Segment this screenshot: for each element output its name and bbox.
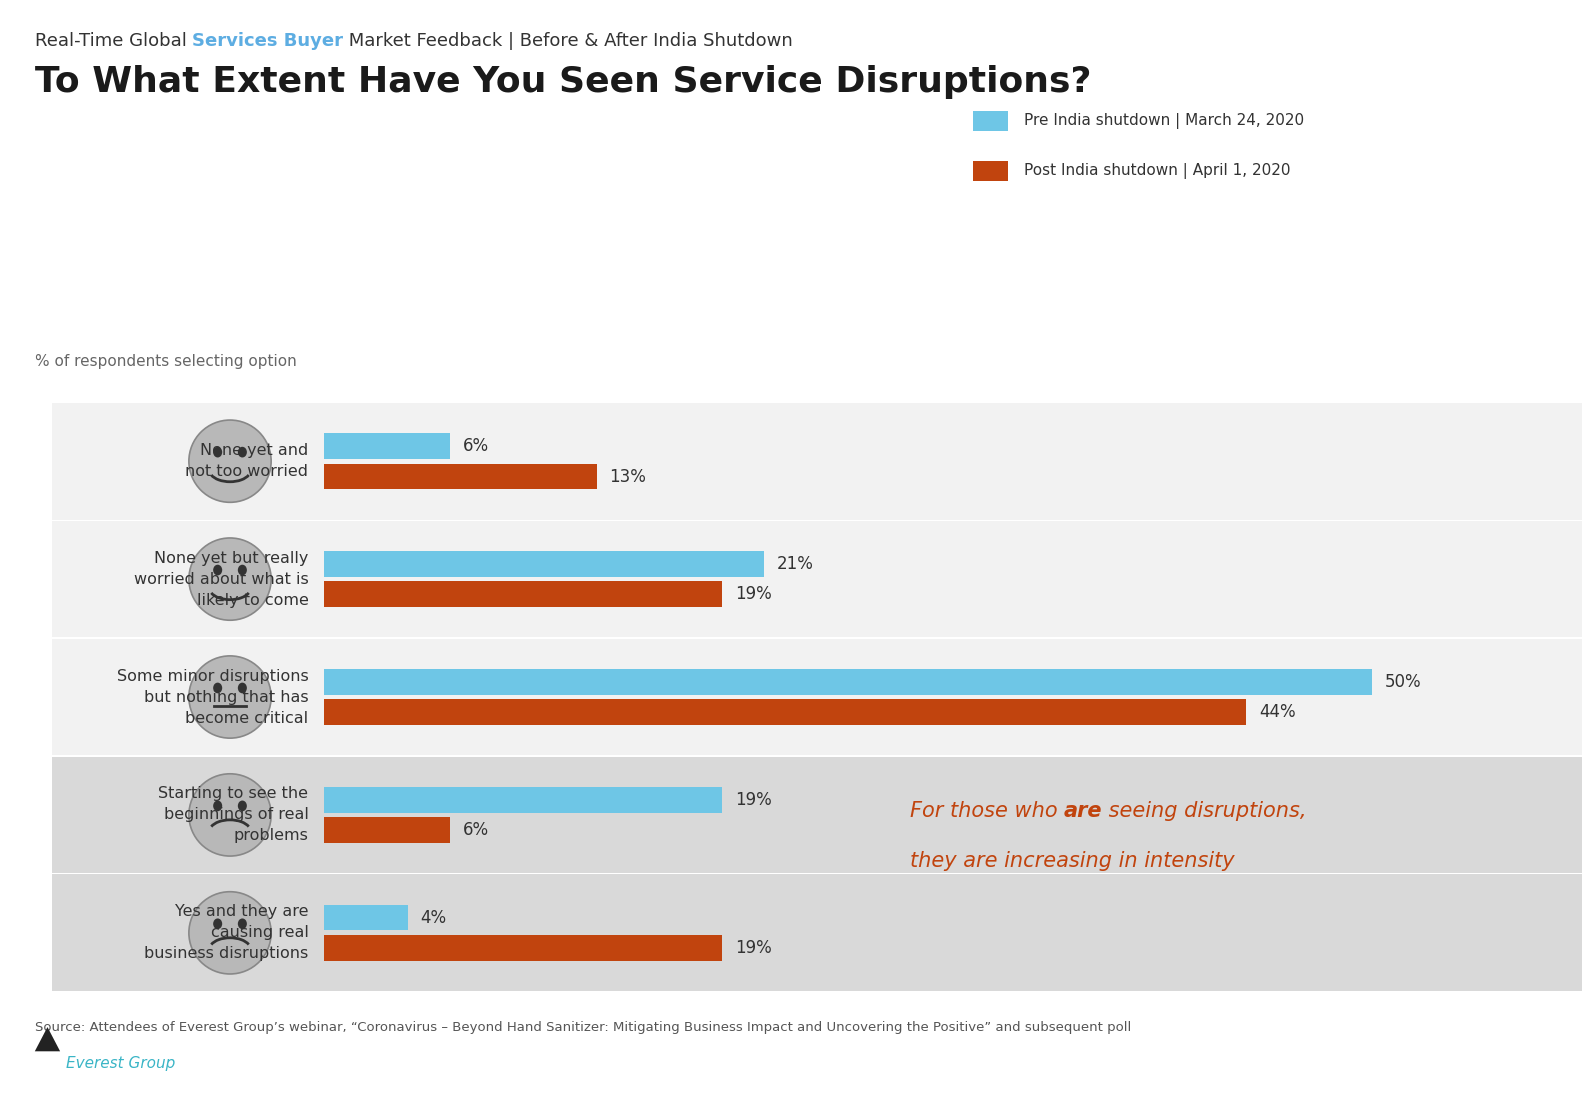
- Text: Market Feedback | Before & After India Shutdown: Market Feedback | Before & After India S…: [343, 32, 793, 50]
- Text: None yet and
not too worried: None yet and not too worried: [185, 443, 308, 479]
- Text: Everest Group: Everest Group: [66, 1056, 176, 1071]
- Text: Post India shutdown | April 1, 2020: Post India shutdown | April 1, 2020: [1024, 163, 1289, 179]
- Bar: [324, 433, 449, 458]
- Text: 44%: 44%: [1259, 703, 1296, 722]
- Text: Pre India shutdown | March 24, 2020: Pre India shutdown | March 24, 2020: [1024, 114, 1304, 129]
- Text: 6%: 6%: [462, 436, 489, 455]
- Bar: [324, 818, 449, 843]
- Text: 21%: 21%: [777, 554, 813, 573]
- Bar: [324, 905, 408, 930]
- Text: 50%: 50%: [1384, 672, 1421, 691]
- Text: 6%: 6%: [462, 821, 489, 840]
- Text: To What Extent Have You Seen Service Disruptions?: To What Extent Have You Seen Service Dis…: [35, 65, 1092, 99]
- Bar: [324, 936, 723, 961]
- Text: Yes and they are
causing real
business disruptions: Yes and they are causing real business d…: [144, 905, 308, 961]
- Text: 19%: 19%: [736, 585, 772, 604]
- Text: 19%: 19%: [736, 939, 772, 958]
- FancyBboxPatch shape: [52, 521, 1582, 637]
- Text: are: are: [1065, 801, 1103, 821]
- Bar: [324, 787, 723, 812]
- FancyBboxPatch shape: [973, 111, 1008, 131]
- Text: seeing disruptions,: seeing disruptions,: [1103, 801, 1307, 821]
- Bar: [324, 464, 596, 489]
- Text: Source: Attendees of Everest Group’s webinar, “Coronavirus – Beyond Hand Sanitiz: Source: Attendees of Everest Group’s web…: [35, 1020, 1131, 1034]
- Text: Starting to see the
beginnings of real
problems: Starting to see the beginnings of real p…: [158, 787, 308, 843]
- Text: 13%: 13%: [609, 467, 645, 486]
- Text: Some minor disruptions
but nothing that has
become critical: Some minor disruptions but nothing that …: [117, 669, 308, 725]
- Text: None yet but really
worried about what is
likely to come: None yet but really worried about what i…: [134, 551, 308, 607]
- Bar: [324, 551, 764, 576]
- Text: 19%: 19%: [736, 790, 772, 809]
- Text: 4%: 4%: [421, 908, 446, 927]
- Bar: [324, 700, 1247, 725]
- FancyBboxPatch shape: [52, 875, 1582, 991]
- FancyBboxPatch shape: [52, 757, 1582, 873]
- FancyBboxPatch shape: [973, 161, 1008, 181]
- Text: % of respondents selecting option: % of respondents selecting option: [35, 354, 296, 369]
- FancyBboxPatch shape: [52, 403, 1582, 519]
- Text: Services Buyer: Services Buyer: [193, 32, 343, 50]
- Bar: [324, 582, 723, 607]
- Bar: [324, 669, 1372, 694]
- Text: Real-Time Global: Real-Time Global: [35, 32, 193, 50]
- FancyBboxPatch shape: [52, 639, 1582, 755]
- Text: they are increasing in intensity: they are increasing in intensity: [910, 851, 1234, 871]
- Text: For those who: For those who: [910, 801, 1065, 821]
